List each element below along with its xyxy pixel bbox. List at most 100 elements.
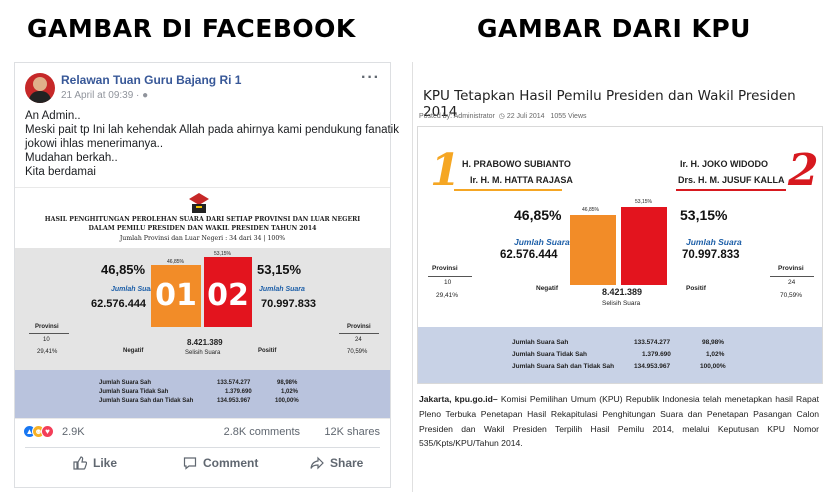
selisih-value: 8.421.389 xyxy=(187,338,223,347)
right-provinsi-count: 24 xyxy=(788,279,796,286)
right-jumlah-label: Jumlah Suara xyxy=(259,286,305,293)
right-votes: 70.997.833 xyxy=(682,249,740,261)
post-actions: Like Comment Share xyxy=(25,447,380,477)
post-image[interactable]: HASIL PENGHITUNGAN PEROLEHAN SUARA DARI … xyxy=(15,187,390,419)
left-provinsi-pct: 29,41% xyxy=(37,349,58,355)
candidate-2-number: 2 xyxy=(788,145,819,196)
image-title-1: HASIL PENGHITUNGAN PEROLEHAN SUARA DARI … xyxy=(44,216,361,223)
meta-date: 22 Juli 2014 xyxy=(506,113,545,120)
summary-value: 1.379.690 xyxy=(225,389,252,395)
candidate-1-vice: Ir. H. M. HATTA RAJASA xyxy=(470,175,573,185)
summary-pct: 98,98% xyxy=(277,380,298,386)
candidate-1-president: H. PRABOWO SUBIANTO xyxy=(462,159,571,169)
negatif-label: Negatif xyxy=(536,285,559,292)
reaction-icons[interactable]: ▲ ☻ ♥ xyxy=(23,425,63,439)
summary-value: 134.953.967 xyxy=(634,363,671,370)
more-options-icon[interactable]: ··· xyxy=(361,69,380,86)
right-provinsi-pct: 70,59% xyxy=(780,292,803,299)
positif-label: Positif xyxy=(686,285,706,292)
page-avatar[interactable] xyxy=(25,73,55,103)
summary-pct: 98,98% xyxy=(702,339,725,346)
comments-count-link[interactable]: 2.8K comments xyxy=(223,426,300,438)
divider xyxy=(454,189,562,191)
share-label: Share xyxy=(330,456,364,470)
meta-views: 1055 Views xyxy=(550,113,587,120)
shares-count-link[interactable]: 12K shares xyxy=(324,426,380,438)
summary-pct: 100,00% xyxy=(275,398,299,404)
right-percent: 53,15% xyxy=(257,262,302,277)
thumbs-up-icon xyxy=(73,456,87,470)
summary-pct: 100,00% xyxy=(700,363,726,370)
bar-left-percent: 46,85% xyxy=(582,207,599,213)
right-provinsi-pct: 70,59% xyxy=(347,349,368,355)
kpu-logo-icon xyxy=(189,193,209,213)
reaction-count[interactable]: 2.9K xyxy=(62,426,85,438)
negatif-label: Negatif xyxy=(123,348,144,354)
post-line: Mudahan berkah.. xyxy=(25,152,118,164)
like-button[interactable]: Like xyxy=(73,456,117,470)
summary-label: Jumlah Suara Tidak Sah xyxy=(512,351,588,358)
post-line: Meski pait tp Ini lah kehendak Allah pad… xyxy=(25,124,399,136)
bar-01-label: 01 xyxy=(155,278,197,313)
facebook-heading: GAMBAR DI FACEBOOK xyxy=(27,14,356,43)
share-arrow-icon xyxy=(310,456,324,470)
article-image[interactable]: 1 2 H. PRABOWO SUBIANTO Ir. H. M. HATTA … xyxy=(417,126,823,384)
post-text: An Admin.. Meski pait tp Ini lah kehenda… xyxy=(25,109,399,179)
article-text: Komisi Pemilihan Umum (KPU) Republik Ind… xyxy=(419,394,819,449)
summary-label: Jumlah Suara Sah dan Tidak Sah xyxy=(99,398,194,404)
left-votes: 62.576.444 xyxy=(91,298,147,310)
summary-value: 133.574.277 xyxy=(634,339,671,346)
summary-label: Jumlah Suara Sah xyxy=(512,339,569,346)
summary-label: Jumlah Suara Tidak Sah xyxy=(99,389,169,395)
candidate-2-president: Ir. H. JOKO WIDODO xyxy=(680,159,769,169)
left-percent: 46,85% xyxy=(514,207,562,223)
right-provinsi-count: 24 xyxy=(355,337,362,343)
page-name-link[interactable]: Relawan Tuan Guru Bajang Ri 1 xyxy=(61,73,242,87)
comment-button[interactable]: Comment xyxy=(183,456,258,470)
summary-label: Jumlah Suara Sah dan Tidak Sah xyxy=(512,363,615,370)
like-label: Like xyxy=(93,456,118,470)
left-provinsi-label: Provinsi xyxy=(432,265,458,272)
selisih-label: Selisih Suara xyxy=(185,350,221,356)
left-provinsi-pct: 29,41% xyxy=(436,292,459,299)
right-percent: 53,15% xyxy=(680,207,728,223)
left-jumlah-label: Jumlah Suara xyxy=(514,237,570,247)
right-votes: 70.997.833 xyxy=(261,298,317,310)
comment-label: Comment xyxy=(203,456,259,470)
bar-01 xyxy=(151,265,201,327)
post-timestamp[interactable]: 21 April at 09:39 · ● xyxy=(61,90,149,101)
summary-pct: 1,02% xyxy=(281,389,299,395)
post-line: An Admin.. xyxy=(25,110,81,122)
bar-02 xyxy=(204,257,252,327)
right-jumlah-label: Jumlah Suara xyxy=(686,237,742,247)
share-button[interactable]: Share xyxy=(310,456,363,470)
summary-value: 133.574.277 xyxy=(217,380,251,386)
positif-label: Positif xyxy=(258,348,277,354)
left-percent: 46,85% xyxy=(101,262,146,277)
kpu-heading: GAMBAR DARI KPU xyxy=(477,14,751,43)
article-meta: Posted by: Administrator ◷ 22 Juli 2014 … xyxy=(419,112,587,120)
left-provinsi-count: 10 xyxy=(43,337,50,343)
summary-table: Jumlah Suara Sah 133.574.277 98,98% Juml… xyxy=(418,327,822,383)
selisih-label: Selisih Suara xyxy=(602,300,641,307)
right-provinsi-label: Provinsi xyxy=(778,265,804,272)
summary-value: 1.379.690 xyxy=(642,351,671,358)
bar-right-percent: 53,15% xyxy=(214,251,231,257)
divider xyxy=(676,189,786,191)
article-title[interactable]: KPU Tetapkan Hasil Pemilu Presiden dan W… xyxy=(423,88,796,120)
clock-icon: ◷ xyxy=(498,113,505,120)
comment-bubble-icon xyxy=(183,457,197,470)
divider xyxy=(428,276,472,277)
left-provinsi-label: Provinsi xyxy=(35,324,59,330)
bar-left-percent: 46,85% xyxy=(167,259,184,265)
summary-value: 134.953.967 xyxy=(217,398,251,404)
post-line: jokowi ihlas menerimanya.. xyxy=(25,138,164,150)
divider xyxy=(770,276,814,277)
result-band xyxy=(15,248,390,370)
candidate-1-number: 1 xyxy=(430,145,461,196)
meta-author: Posted by: Administrator xyxy=(419,113,495,120)
divider xyxy=(29,333,69,334)
left-provinsi-count: 10 xyxy=(444,279,452,286)
bar-right-percent: 53,15% xyxy=(635,199,652,205)
right-provinsi-label: Provinsi xyxy=(347,324,371,330)
